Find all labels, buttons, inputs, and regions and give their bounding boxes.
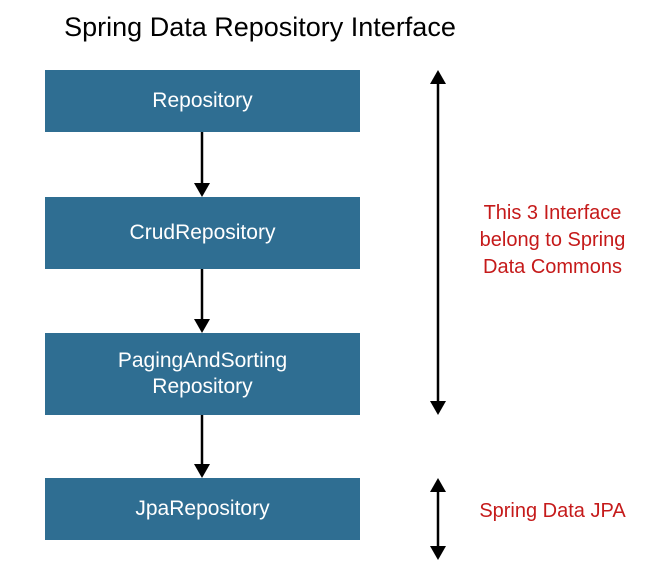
- arrow-crud-to-paging: [187, 269, 217, 333]
- node-jparepository: JpaRepository: [45, 478, 360, 540]
- node-repository: Repository: [45, 70, 360, 132]
- span-arrow-jpa: [423, 478, 453, 560]
- arrow-repo-to-crud: [187, 132, 217, 197]
- diagram-canvas: Spring Data Repository Interface Reposit…: [0, 0, 650, 576]
- annotation-jpa: Spring Data JPA: [465, 498, 640, 525]
- arrow-paging-to-jpa: [187, 415, 217, 478]
- node-crudrepository: CrudRepository: [45, 197, 360, 269]
- diagram-title: Spring Data Repository Interface: [0, 12, 520, 43]
- annotation-commons: This 3 Interface belong to Spring Data C…: [465, 200, 640, 281]
- node-pagingandsorting: PagingAndSorting Repository: [45, 333, 360, 415]
- span-arrow-commons: [423, 70, 453, 415]
